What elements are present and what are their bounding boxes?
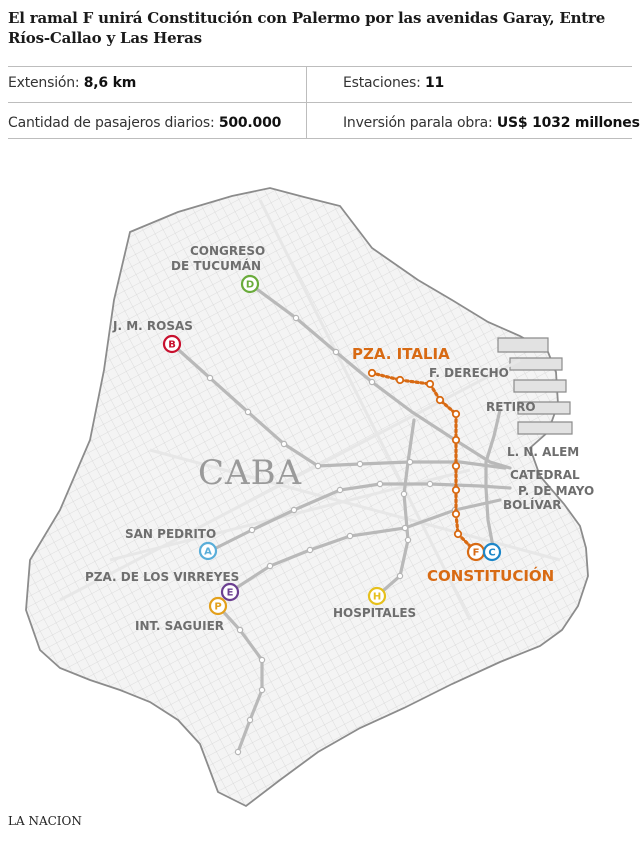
stat-extension-value: 8,6 km	[83, 75, 137, 91]
stat-extension: Extensión: 8,6 km	[8, 75, 136, 91]
line-b-badge-ring	[162, 334, 182, 354]
city-boundary	[25, 187, 589, 808]
station-label-saguier: INT. SAGUIER	[135, 619, 224, 633]
line-a-badge-letter: A	[204, 547, 212, 558]
line-h-badge-ring	[367, 586, 387, 606]
station-label-congreso: CONGRESO	[190, 244, 265, 258]
line-b-badge-letter: B	[168, 340, 176, 351]
line-a-badge-ring	[198, 541, 218, 561]
stat-passengers-value: 500.000	[218, 115, 282, 131]
line-a-route	[206, 482, 512, 554]
station-label-catedral: CATEDRAL	[510, 468, 580, 482]
divider	[8, 138, 632, 139]
port-docks	[497, 337, 573, 435]
line-d-route	[248, 282, 512, 470]
station-label-constitucion: CONSTITUCIÓN	[427, 566, 554, 585]
line-p-badge: P	[208, 596, 228, 616]
line-e-badge-ring	[220, 582, 240, 602]
station-label-virreyes: PZA. DE LOS VIRREYES	[85, 570, 239, 584]
station-label-bolivar: BOLÍVAR	[503, 497, 561, 512]
stat-passengers: Cantidad de pasajeros diarios: 500.000	[8, 115, 281, 131]
line-h-badge: H	[367, 586, 387, 606]
line-badges: D B A EP H F C	[162, 274, 502, 616]
stat-stations-value: 11	[424, 75, 445, 91]
stat-investment-label: Inversión parala obra:	[343, 115, 493, 131]
city-map: CABA CONGRESO DE TUCUMÁN J. M. ROSAS PZA…	[25, 187, 594, 808]
line-d-badge-letter: D	[246, 280, 254, 291]
line-c-route	[484, 408, 502, 554]
stat-investment: Inversión parala obra: US$ 1032 millones	[343, 115, 640, 131]
stat-stations-label: Estaciones:	[343, 75, 421, 91]
line-h-badge-letter: H	[373, 592, 381, 603]
line-f-stations	[367, 368, 463, 539]
station-label-jmrosas: J. M. ROSAS	[112, 319, 193, 333]
divider	[8, 102, 632, 103]
station-label-pdemayo: P. DE MAYO	[518, 484, 594, 498]
infographic-title: El ramal F unirá Constitución con Palerm…	[8, 9, 606, 47]
station-label-hospitales: HOSPITALES	[333, 606, 416, 620]
line-p-route	[216, 604, 264, 754]
city-label: CABA	[198, 453, 302, 493]
credit: LA NACION	[8, 814, 82, 828]
divider	[8, 66, 632, 67]
stat-investment-value: US$ 1032 millones	[496, 115, 640, 131]
line-d-badge-ring	[240, 274, 260, 294]
line-c-badge-letter: C	[488, 548, 495, 559]
line-h-route	[375, 418, 416, 598]
stat-extension-label: Extensión:	[8, 75, 80, 91]
line-f-badge-letter: F	[473, 548, 480, 559]
line-d-badge: D	[240, 274, 260, 294]
station-label-pza-italia: PZA. ITALIA	[352, 345, 450, 363]
line-p-badge-ring	[208, 596, 228, 616]
station-label-fderecho: F. DERECHO	[429, 366, 509, 380]
stat-stations: Estaciones: 11	[343, 75, 444, 91]
station-label-sanpedrito: SAN PEDRITO	[125, 527, 216, 541]
station-dots	[206, 314, 459, 756]
station-label-tucuman: DE TUCUMÁN	[171, 258, 261, 273]
stat-passengers-label: Cantidad de pasajeros diarios:	[8, 115, 215, 131]
line-p-badge-letter: P	[214, 602, 221, 613]
line-e-badge: E	[220, 582, 240, 602]
line-e-badge-letter: E	[227, 588, 234, 599]
line-b-badge: B	[162, 334, 182, 354]
line-c-badge-ring	[482, 542, 502, 562]
station-label-retiro: RETIRO	[486, 400, 536, 414]
line-a-badge: A	[198, 541, 218, 561]
line-f-badge: F	[466, 542, 486, 562]
station-label-lnalem: L. N. ALEM	[507, 445, 579, 459]
line-c-badge: C	[482, 542, 502, 562]
